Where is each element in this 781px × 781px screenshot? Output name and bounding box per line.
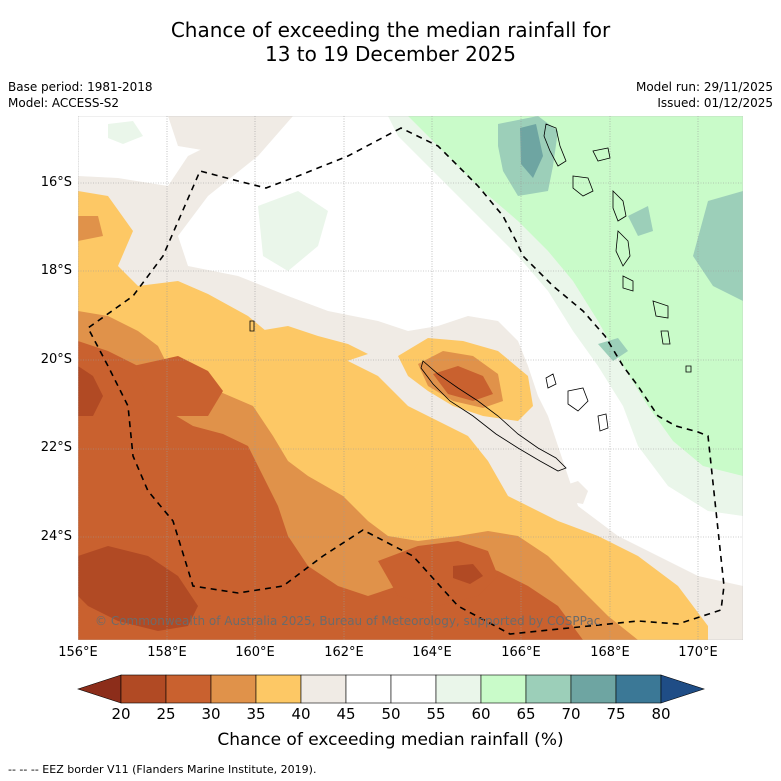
colorbar-tick: 40	[291, 705, 311, 723]
eez-footnote: -- -- -- EEZ border V11 (Flanders Marine…	[8, 763, 317, 776]
lon-label: 156°E	[58, 645, 98, 660]
colorbar-tick: 80	[651, 705, 671, 723]
field-40-45-north	[168, 116, 258, 151]
lat-label: 16°S	[40, 175, 72, 190]
field-35-40-south-small	[378, 441, 423, 471]
colorbar-tick: 50	[381, 705, 401, 723]
colorbar-tick: 45	[336, 705, 356, 723]
colorbar-segment	[120, 674, 167, 704]
rainfall-map	[78, 116, 743, 640]
field-25-30-north	[133, 356, 223, 416]
meta-left: Base period: 1981-2018 Model: ACCESS-S2	[8, 79, 153, 111]
lon-label: 164°E	[412, 645, 452, 660]
colorbar-segment	[210, 674, 257, 704]
title-line-2: 13 to 19 December 2025	[264, 42, 516, 66]
title-line-1: Chance of exceeding the median rainfall …	[170, 18, 611, 42]
field-20-25-south	[453, 564, 483, 584]
colorbar-segment	[300, 674, 347, 704]
colorbar-segment-gt80	[660, 674, 705, 704]
new-caledonia-coast	[420, 360, 567, 472]
colorbar-segment	[570, 674, 617, 704]
field-65-70-east	[693, 191, 743, 301]
field-25-30-newcal	[433, 366, 493, 401]
grid-lines	[78, 116, 743, 640]
field-55-60-patch-b	[108, 121, 143, 144]
chart-title: Chance of exceeding the median rainfall …	[0, 18, 781, 66]
model-run-label: Model run: 29/11/2025	[635, 80, 773, 94]
lon-label: 166°E	[501, 645, 541, 660]
colorbar-tick: 65	[516, 705, 536, 723]
field-30-35-sw	[78, 216, 103, 241]
colorbar	[77, 674, 705, 704]
vanuatu-mid	[612, 190, 634, 292]
colorbar-segment	[480, 674, 527, 704]
vanuatu-north	[543, 123, 611, 197]
eez-border	[86, 127, 725, 635]
field-70-75-north	[520, 124, 543, 178]
colorbar-tick: 25	[156, 705, 176, 723]
colorbar-tick: 70	[561, 705, 581, 723]
issued-label: Issued: 01/12/2025	[657, 96, 773, 110]
lon-label: 170°E	[678, 645, 718, 660]
field-25-30-south	[378, 541, 498, 606]
lon-label: 168°E	[590, 645, 630, 660]
lat-label: 20°S	[40, 352, 72, 367]
colorbar-title: Chance of exceeding median rainfall (%)	[217, 730, 564, 750]
colorbar-tick: 35	[246, 705, 266, 723]
colorbar-segment	[525, 674, 572, 704]
field-20-25-w	[78, 366, 103, 416]
field-60-65-east	[408, 116, 743, 476]
meta-right: Model run: 29/11/2025 Issued: 01/12/2025	[636, 79, 773, 111]
colorbar-tick: 55	[426, 705, 446, 723]
colorbar-tick: 75	[606, 705, 626, 723]
lon-label: 158°E	[147, 645, 187, 660]
field-40-45-isle	[563, 481, 588, 504]
colorbar-segment	[390, 674, 437, 704]
colorbar-segment	[345, 674, 392, 704]
field-65-70-mid	[628, 206, 653, 236]
lon-label: 162°E	[324, 645, 364, 660]
lat-label: 18°S	[40, 263, 72, 278]
colorbar-tick: 20	[111, 705, 131, 723]
lat-label: 24°S	[40, 529, 72, 544]
colorbar-tick: 60	[471, 705, 491, 723]
field-20-25-sw	[78, 546, 198, 631]
base-period-label: Base period: 1981-2018	[8, 80, 153, 94]
field-65-70-south	[598, 338, 628, 361]
model-label: Model: ACCESS-S2	[8, 96, 120, 110]
vanuatu-south	[652, 300, 692, 373]
copyright-text: © Commonwealth of Australia 2025, Bureau…	[95, 614, 601, 628]
colorbar-segment	[165, 674, 212, 704]
lat-label: 22°S	[40, 440, 72, 455]
lon-label: 160°E	[235, 645, 275, 660]
field-55-60-patch-a	[258, 191, 328, 271]
colorbar-segment-lt20	[77, 674, 122, 704]
colorbar-segment	[255, 674, 302, 704]
field-35-40-center	[258, 326, 368, 364]
coastlines	[249, 123, 692, 472]
loyalty-islands	[545, 373, 609, 432]
small-islet	[249, 320, 255, 332]
colorbar-segment	[615, 674, 662, 704]
colorbar-segment	[435, 674, 482, 704]
colorbar-tick: 30	[201, 705, 221, 723]
